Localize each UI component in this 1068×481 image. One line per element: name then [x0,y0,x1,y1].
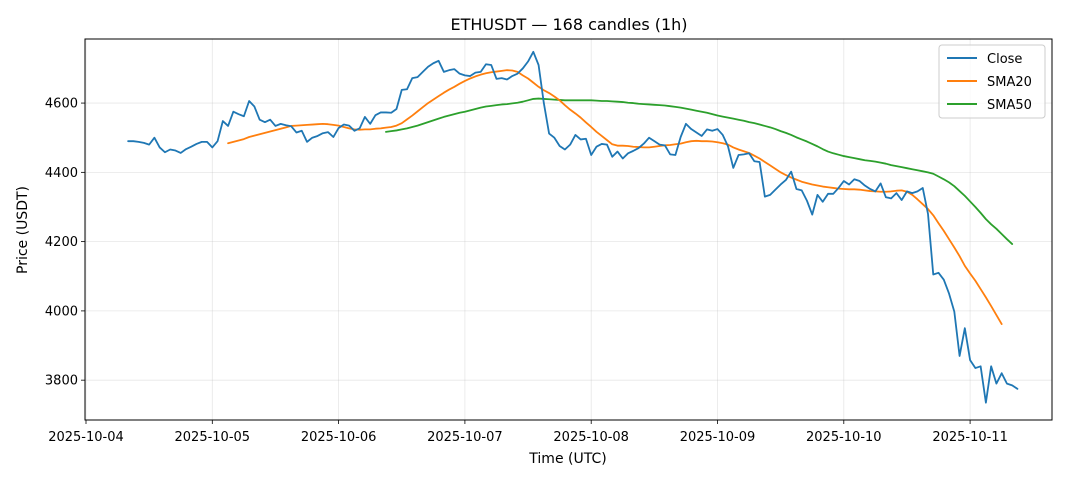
x-tick-label: 2025-10-11 [932,430,1008,445]
x-tick-label: 2025-10-10 [806,430,882,445]
x-tick-label: 2025-10-05 [175,430,251,445]
y-tick-label: 4400 [45,166,78,181]
legend-label-sma50: SMA50 [987,98,1032,113]
y-tick-label: 3800 [45,374,78,389]
series-layer [127,50,1019,404]
y-tick-label: 4600 [45,97,78,112]
legend-label-close: Close [987,52,1022,67]
legend-box [938,44,1046,119]
chart-title: ETHUSDT — 168 candles (1h) [450,15,687,34]
plot-area-frame [84,38,1053,421]
axis-ticks: 2025-10-04 2025-10-05 2025-10-06 2025-10-07… [45,97,1008,445]
y-tick-label: 4000 [45,304,78,319]
x-tick-label: 2025-10-07 [427,430,503,445]
grid [85,39,1052,420]
x-tick-label: 2025-10-06 [301,430,377,445]
y-tick-label: 4200 [45,235,78,250]
series-line-close [127,50,1019,404]
legend: Close SMA20 SMA50 [938,44,1046,119]
series-line-sma50 [385,97,1014,245]
x-tick-label: 2025-10-08 [553,430,629,445]
legend-label-sma20: SMA20 [987,75,1032,90]
x-axis-label: Time (UTC) [528,451,606,467]
y-axis-label: Price (USDT) [15,186,31,274]
x-tick-label: 2025-10-09 [680,430,756,445]
x-tick-label: 2025-10-04 [48,430,124,445]
